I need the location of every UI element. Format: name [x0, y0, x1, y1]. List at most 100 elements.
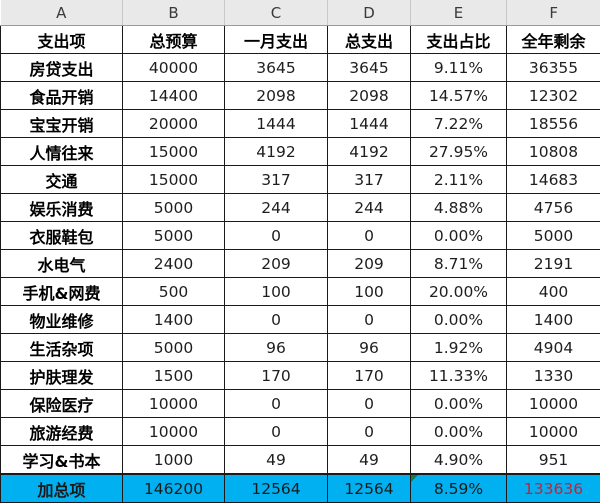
spend-ratio-cell[interactable]: 20.00%: [411, 278, 507, 306]
year-remaining-cell[interactable]: 36355: [507, 54, 600, 82]
total-january-spend-cell[interactable]: 12564: [225, 474, 328, 503]
total-budget-cell[interactable]: 1500: [123, 362, 225, 390]
total-budget-cell[interactable]: 15000: [123, 138, 225, 166]
january-spend-cell[interactable]: 100: [225, 278, 328, 306]
column-header-e[interactable]: E: [411, 0, 507, 26]
total-spend-ratio-cell[interactable]: 8.59%: [411, 474, 507, 503]
total-spend-cell[interactable]: 0: [328, 306, 411, 334]
spend-ratio-cell[interactable]: 0.00%: [411, 418, 507, 446]
total-spend-cell[interactable]: 96: [328, 334, 411, 362]
expense-item-cell[interactable]: 生活杂项: [1, 334, 123, 362]
year-remaining-cell[interactable]: 5000: [507, 222, 600, 250]
header-cell-total-spend[interactable]: 总支出: [328, 26, 411, 54]
spend-ratio-cell[interactable]: 4.88%: [411, 194, 507, 222]
year-remaining-cell[interactable]: 1400: [507, 306, 600, 334]
year-remaining-cell[interactable]: 14683: [507, 166, 600, 194]
year-remaining-cell[interactable]: 18556: [507, 110, 600, 138]
expense-item-cell[interactable]: 护肤理发: [1, 362, 123, 390]
total-budget-cell[interactable]: 10000: [123, 418, 225, 446]
expense-item-cell[interactable]: 物业维修: [1, 306, 123, 334]
year-remaining-cell[interactable]: 951: [507, 446, 600, 475]
total-budget-cell[interactable]: 10000: [123, 390, 225, 418]
total-spend-cell[interactable]: 209: [328, 250, 411, 278]
spend-ratio-cell[interactable]: 4.90%: [411, 446, 507, 475]
column-header-f[interactable]: F: [507, 0, 600, 26]
total-expense-item-cell[interactable]: 加总项: [1, 474, 123, 503]
year-remaining-cell[interactable]: 4756: [507, 194, 600, 222]
total-spend-cell[interactable]: 317: [328, 166, 411, 194]
expense-item-cell[interactable]: 人情往来: [1, 138, 123, 166]
total-spend-cell[interactable]: 244: [328, 194, 411, 222]
january-spend-cell[interactable]: 2098: [225, 82, 328, 110]
total-year-remaining-cell[interactable]: 133636: [507, 474, 600, 503]
january-spend-cell[interactable]: 170: [225, 362, 328, 390]
spend-ratio-cell[interactable]: 9.11%: [411, 54, 507, 82]
total-budget-cell[interactable]: 1000: [123, 446, 225, 475]
total-total-budget-cell[interactable]: 146200: [123, 474, 225, 503]
expense-item-cell[interactable]: 保险医疗: [1, 390, 123, 418]
year-remaining-cell[interactable]: 10000: [507, 390, 600, 418]
total-budget-cell[interactable]: 15000: [123, 166, 225, 194]
header-cell-spend-ratio[interactable]: 支出占比: [411, 26, 507, 54]
january-spend-cell[interactable]: 4192: [225, 138, 328, 166]
january-spend-cell[interactable]: 1444: [225, 110, 328, 138]
total-budget-cell[interactable]: 1400: [123, 306, 225, 334]
header-cell-year-remaining[interactable]: 全年剩余: [507, 26, 600, 54]
expense-item-cell[interactable]: 宝宝开销: [1, 110, 123, 138]
total-budget-cell[interactable]: 5000: [123, 334, 225, 362]
january-spend-cell[interactable]: 3645: [225, 54, 328, 82]
column-header-c[interactable]: C: [225, 0, 328, 26]
spend-ratio-cell[interactable]: 2.11%: [411, 166, 507, 194]
spend-ratio-cell[interactable]: 14.57%: [411, 82, 507, 110]
total-total-spend-cell[interactable]: 12564: [328, 474, 411, 503]
total-spend-cell[interactable]: 49: [328, 446, 411, 475]
year-remaining-cell[interactable]: 400: [507, 278, 600, 306]
expense-item-cell[interactable]: 旅游经费: [1, 418, 123, 446]
expense-item-cell[interactable]: 交通: [1, 166, 123, 194]
year-remaining-cell[interactable]: 1330: [507, 362, 600, 390]
year-remaining-cell[interactable]: 4904: [507, 334, 600, 362]
total-budget-cell[interactable]: 20000: [123, 110, 225, 138]
spend-ratio-cell[interactable]: 27.95%: [411, 138, 507, 166]
january-spend-cell[interactable]: 0: [225, 390, 328, 418]
spend-ratio-cell[interactable]: 0.00%: [411, 222, 507, 250]
total-spend-cell[interactable]: 170: [328, 362, 411, 390]
total-budget-cell[interactable]: 14400: [123, 82, 225, 110]
spend-ratio-cell[interactable]: 8.71%: [411, 250, 507, 278]
total-spend-cell[interactable]: 2098: [328, 82, 411, 110]
year-remaining-cell[interactable]: 2191: [507, 250, 600, 278]
header-cell-january-spend[interactable]: 一月支出: [225, 26, 328, 54]
total-spend-cell[interactable]: 0: [328, 222, 411, 250]
january-spend-cell[interactable]: 0: [225, 222, 328, 250]
expense-item-cell[interactable]: 水电气: [1, 250, 123, 278]
header-cell-total-budget[interactable]: 总预算: [123, 26, 225, 54]
january-spend-cell[interactable]: 0: [225, 306, 328, 334]
total-spend-cell[interactable]: 100: [328, 278, 411, 306]
expense-item-cell[interactable]: 娱乐消费: [1, 194, 123, 222]
total-spend-cell[interactable]: 3645: [328, 54, 411, 82]
january-spend-cell[interactable]: 209: [225, 250, 328, 278]
expense-item-cell[interactable]: 学习&书本: [1, 446, 123, 475]
spend-ratio-cell[interactable]: 0.00%: [411, 306, 507, 334]
spend-ratio-cell[interactable]: 0.00%: [411, 390, 507, 418]
january-spend-cell[interactable]: 49: [225, 446, 328, 475]
total-spend-cell[interactable]: 4192: [328, 138, 411, 166]
column-header-d[interactable]: D: [328, 0, 411, 26]
january-spend-cell[interactable]: 244: [225, 194, 328, 222]
column-header-a[interactable]: A: [1, 0, 123, 26]
total-budget-cell[interactable]: 5000: [123, 194, 225, 222]
spend-ratio-cell[interactable]: 7.22%: [411, 110, 507, 138]
expense-item-cell[interactable]: 手机&网费: [1, 278, 123, 306]
year-remaining-cell[interactable]: 12302: [507, 82, 600, 110]
column-header-b[interactable]: B: [123, 0, 225, 26]
total-budget-cell[interactable]: 500: [123, 278, 225, 306]
total-budget-cell[interactable]: 5000: [123, 222, 225, 250]
january-spend-cell[interactable]: 0: [225, 418, 328, 446]
spend-ratio-cell[interactable]: 1.92%: [411, 334, 507, 362]
total-budget-cell[interactable]: 40000: [123, 54, 225, 82]
header-cell-expense-item[interactable]: 支出项: [1, 26, 123, 54]
january-spend-cell[interactable]: 96: [225, 334, 328, 362]
total-spend-cell[interactable]: 0: [328, 390, 411, 418]
january-spend-cell[interactable]: 317: [225, 166, 328, 194]
total-budget-cell[interactable]: 2400: [123, 250, 225, 278]
